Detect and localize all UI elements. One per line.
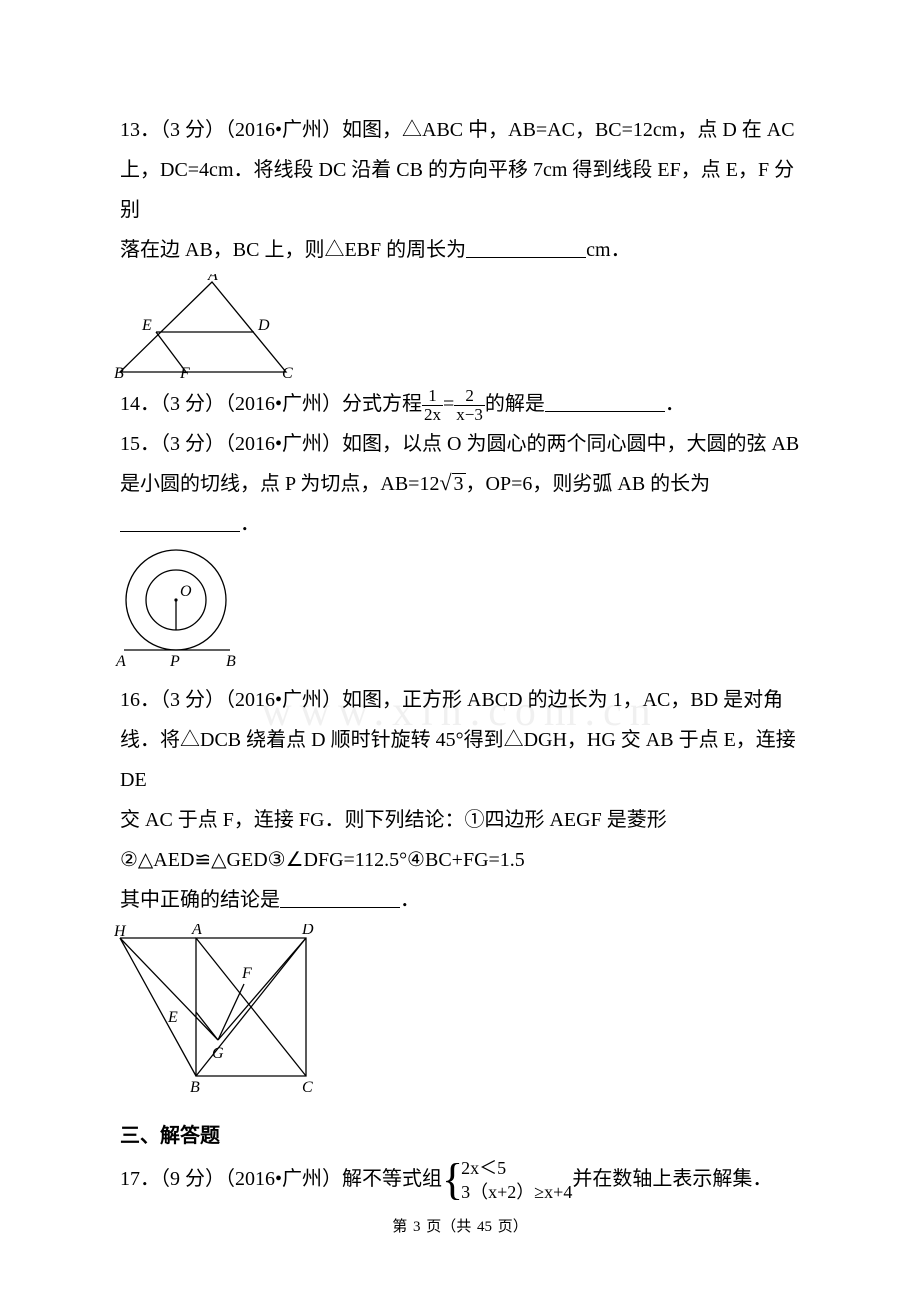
q13-figure: A B C D E F (114, 274, 800, 380)
spacer (120, 1098, 800, 1116)
q13-line3-pre: 落在边 AB，BC 上，则△EBF 的周长为 (120, 239, 466, 261)
q15-label-B: B (226, 653, 236, 670)
q16-line5: 其中正确的结论是 ． (120, 880, 800, 920)
q13-line1: 13．（3 分）（2016•广州）如图，△ABC 中，AB=AC，BC=12cm… (120, 110, 800, 150)
q13-label-B: B (114, 365, 124, 380)
q13-line3: 落在边 AB，BC 上，则△EBF 的周长为 cm． (120, 230, 800, 270)
q16-label-B: B (190, 1079, 200, 1094)
footer-post: 页） (498, 1219, 528, 1235)
q14-frac1: 12x (422, 387, 443, 424)
q15-line2: 是小圆的切线，点 P 为切点，AB=12√3，OP=6，则劣弧 AB 的长为 ． (120, 464, 800, 544)
q15-label-A: A (115, 653, 126, 670)
q16-label-H: H (114, 924, 127, 940)
page-footer: 第 3 页（共 45 页） (0, 1212, 920, 1242)
q15-blank (120, 510, 240, 532)
q13-blank (466, 236, 586, 258)
q13-label-E: E (141, 317, 152, 334)
q14-mid: 的解是 (485, 393, 545, 415)
q13-line3-post: cm． (586, 239, 630, 261)
q17-line: 17．（9 分）（2016•广州）解不等式组{2x＜53（x+2）≥x+4并在数… (120, 1156, 800, 1205)
q14-blank (545, 390, 665, 412)
q15-label-P: P (169, 653, 180, 670)
q15-label-O: O (180, 583, 192, 600)
q16-label-A: A (191, 924, 202, 938)
q17-row2: 3（x+2）≥x+4 (461, 1180, 572, 1204)
q15-sqrt-arg: 3 (452, 473, 466, 494)
q16-line3: 交 AC 于点 F，连接 FG．则下列结论：①四边形 AEGF 是菱形 (120, 800, 800, 840)
q14-eq: = (443, 393, 454, 415)
q16-blank (280, 886, 400, 908)
q14-frac2-den: x−3 (454, 406, 485, 424)
q13-label-F: F (179, 365, 190, 380)
q16-label-F: F (241, 965, 252, 982)
q14-frac2-num: 2 (454, 387, 485, 406)
page: www.xin.com.cn 13．（3 分）（2016•广州）如图，△ABC … (0, 0, 920, 1302)
q15-figure: O A B P (114, 548, 800, 676)
q16-label-E: E (167, 1009, 178, 1026)
q17-brace: {2x＜53（x+2）≥x+4 (442, 1156, 572, 1205)
q16-label-D: D (301, 924, 314, 938)
q17-pre: 17．（9 分）（2016•广州）解不等式组 (120, 1168, 442, 1190)
q13-line2: 上，DC=4cm．将线段 DC 沿着 CB 的方向平移 7cm 得到线段 EF，… (120, 150, 800, 230)
q13-label-D: D (257, 317, 270, 334)
q15-line1: 15．（3 分）（2016•广州）如图，以点 O 为圆心的两个同心圆中，大圆的弦… (120, 424, 800, 464)
q15-sqrt: √3 (439, 472, 465, 494)
q14-frac2: 2x−3 (454, 387, 485, 424)
q15-line2-mid: ，OP=6，则劣弧 AB 的长为 (466, 473, 711, 495)
q16-line2: 线．将△DCB 绕着点 D 顺时针旋转 45°得到△DGH，HG 交 AB 于点… (120, 720, 800, 800)
q14-post: ． (665, 393, 685, 415)
q15-line2-pre: 是小圆的切线，点 P 为切点，AB=12 (120, 473, 439, 495)
footer-total: 45 (477, 1219, 492, 1235)
q16-label-C: C (302, 1079, 313, 1094)
q14-line: 14．（3 分）（2016•广州）分式方程12x=2x−3的解是 ． (120, 384, 800, 424)
q16-line5-pre: 其中正确的结论是 (120, 889, 280, 911)
q17-row1: 2x＜5 (461, 1156, 572, 1180)
q14-frac1-num: 1 (422, 387, 443, 406)
section-3-heading: 三、解答题 (120, 1116, 800, 1156)
q13-label-A: A (207, 274, 218, 284)
q16-line4: ②△AED≌△GED③∠DFG=112.5°④BC+FG=1.5 (120, 840, 800, 880)
q16-line1: 16．（3 分）（2016•广州）如图，正方形 ABCD 的边长为 1，AC，B… (120, 680, 800, 720)
q15-post: ． (240, 513, 260, 535)
q14-frac1-den: 2x (422, 406, 443, 424)
q14-pre: 14．（3 分）（2016•广州）分式方程 (120, 393, 422, 415)
q13-label-C: C (282, 365, 293, 380)
q16-figure: A D B C H G E F (114, 924, 800, 1094)
footer-pre: 第 (392, 1219, 407, 1235)
footer-mid: 页（共 (426, 1219, 471, 1235)
q16-label-G: G (212, 1045, 224, 1062)
q17-post: 并在数轴上表示解集． (572, 1168, 772, 1190)
q16-post: ． (400, 889, 420, 911)
footer-page: 3 (413, 1219, 421, 1235)
